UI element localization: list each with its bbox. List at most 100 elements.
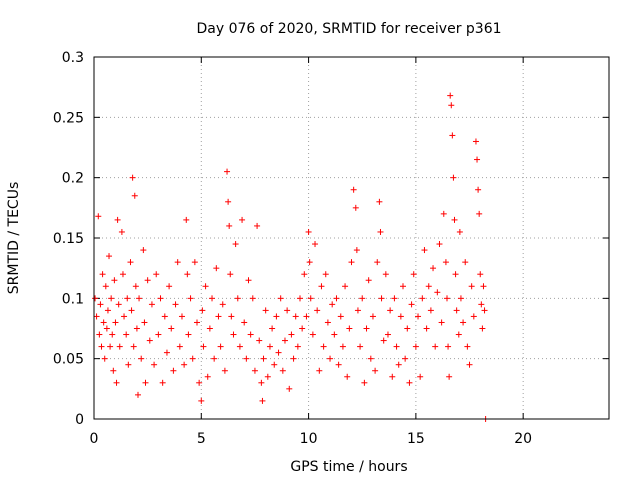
data-point — [202, 283, 209, 290]
data-point — [357, 343, 364, 350]
data-point — [266, 343, 273, 350]
data-point — [292, 313, 299, 320]
data-point — [400, 283, 406, 290]
data-point — [264, 373, 271, 380]
data-point — [438, 319, 445, 326]
axis-ticks: 0 0.05 0.1 0.15 0.2 0.25 0.3 0 5 10 15 20 — [53, 50, 609, 447]
data-point — [442, 259, 449, 266]
data-point — [130, 343, 137, 350]
data-point — [299, 325, 306, 332]
y-tick-label: 0 — [75, 412, 84, 428]
data-point — [98, 343, 105, 350]
data-point — [322, 271, 329, 278]
data-point — [436, 241, 443, 248]
data-point — [116, 343, 123, 350]
data-point — [301, 271, 308, 278]
data-point — [125, 361, 132, 368]
data-point — [451, 216, 458, 223]
data-point — [191, 259, 198, 266]
data-point — [185, 331, 192, 338]
data-point — [348, 259, 355, 266]
data-point — [450, 174, 457, 181]
data-point — [106, 253, 113, 260]
data-point — [312, 241, 319, 248]
data-point — [329, 301, 336, 308]
data-point — [324, 319, 331, 326]
data-point — [219, 301, 226, 308]
data-point — [367, 355, 374, 362]
data-point — [447, 92, 454, 99]
data-point — [331, 331, 338, 338]
data-point — [363, 325, 370, 332]
data-point — [109, 331, 116, 338]
data-point — [232, 241, 239, 248]
data-point — [452, 271, 459, 278]
data-point — [111, 277, 118, 284]
data-point — [241, 319, 248, 326]
data-point — [316, 367, 323, 374]
data-point — [410, 271, 417, 278]
data-point — [157, 295, 164, 302]
data-point — [466, 361, 473, 368]
data-point — [290, 355, 297, 362]
data-point — [140, 247, 147, 254]
data-point — [269, 325, 276, 332]
data-point — [468, 283, 475, 290]
data-point — [470, 313, 477, 320]
data-point — [335, 361, 342, 368]
data-point — [320, 343, 327, 350]
data-point — [271, 361, 278, 368]
data-point — [337, 313, 344, 320]
data-point — [417, 373, 424, 380]
data-point — [200, 343, 207, 350]
data-point — [384, 331, 391, 338]
data-point — [129, 174, 136, 181]
data-point — [141, 319, 148, 326]
data-point — [372, 367, 379, 374]
data-point — [166, 283, 173, 290]
data-point — [146, 337, 153, 344]
data-point — [103, 325, 110, 332]
data-point — [249, 295, 256, 302]
data-point — [198, 397, 205, 404]
data-point — [378, 295, 385, 302]
data-point — [377, 228, 384, 235]
y-tick-label: 0.2 — [62, 171, 84, 187]
data-point — [306, 259, 313, 266]
data-point — [217, 343, 224, 350]
data-point — [259, 397, 266, 404]
data-point — [128, 307, 135, 314]
y-tick-label: 0.05 — [53, 352, 84, 368]
data-point — [275, 349, 282, 356]
data-point — [170, 367, 177, 374]
data-point — [100, 319, 107, 326]
data-point — [247, 331, 254, 338]
data-point — [178, 313, 185, 320]
data-point — [286, 385, 293, 392]
data-point — [161, 313, 168, 320]
data-point — [118, 228, 125, 235]
data-point — [121, 313, 128, 320]
data-point — [163, 349, 170, 356]
data-point — [480, 283, 487, 290]
data-point — [412, 343, 419, 350]
data-point — [374, 259, 381, 266]
data-point — [339, 343, 346, 350]
data-point — [97, 301, 104, 308]
data-point — [124, 295, 131, 302]
data-point — [472, 138, 479, 145]
data-point — [380, 337, 387, 344]
data-point — [479, 325, 486, 332]
data-point — [477, 271, 484, 278]
data-point — [138, 355, 145, 362]
data-point — [333, 295, 340, 302]
data-point — [344, 373, 351, 380]
data-point — [440, 210, 447, 217]
data-point — [365, 277, 372, 284]
data-point — [225, 198, 232, 205]
x-tick-label: 10 — [300, 431, 318, 447]
data-point — [196, 379, 203, 386]
x-tick-label: 15 — [407, 431, 425, 447]
data-point — [119, 271, 126, 278]
data-point — [155, 331, 162, 338]
